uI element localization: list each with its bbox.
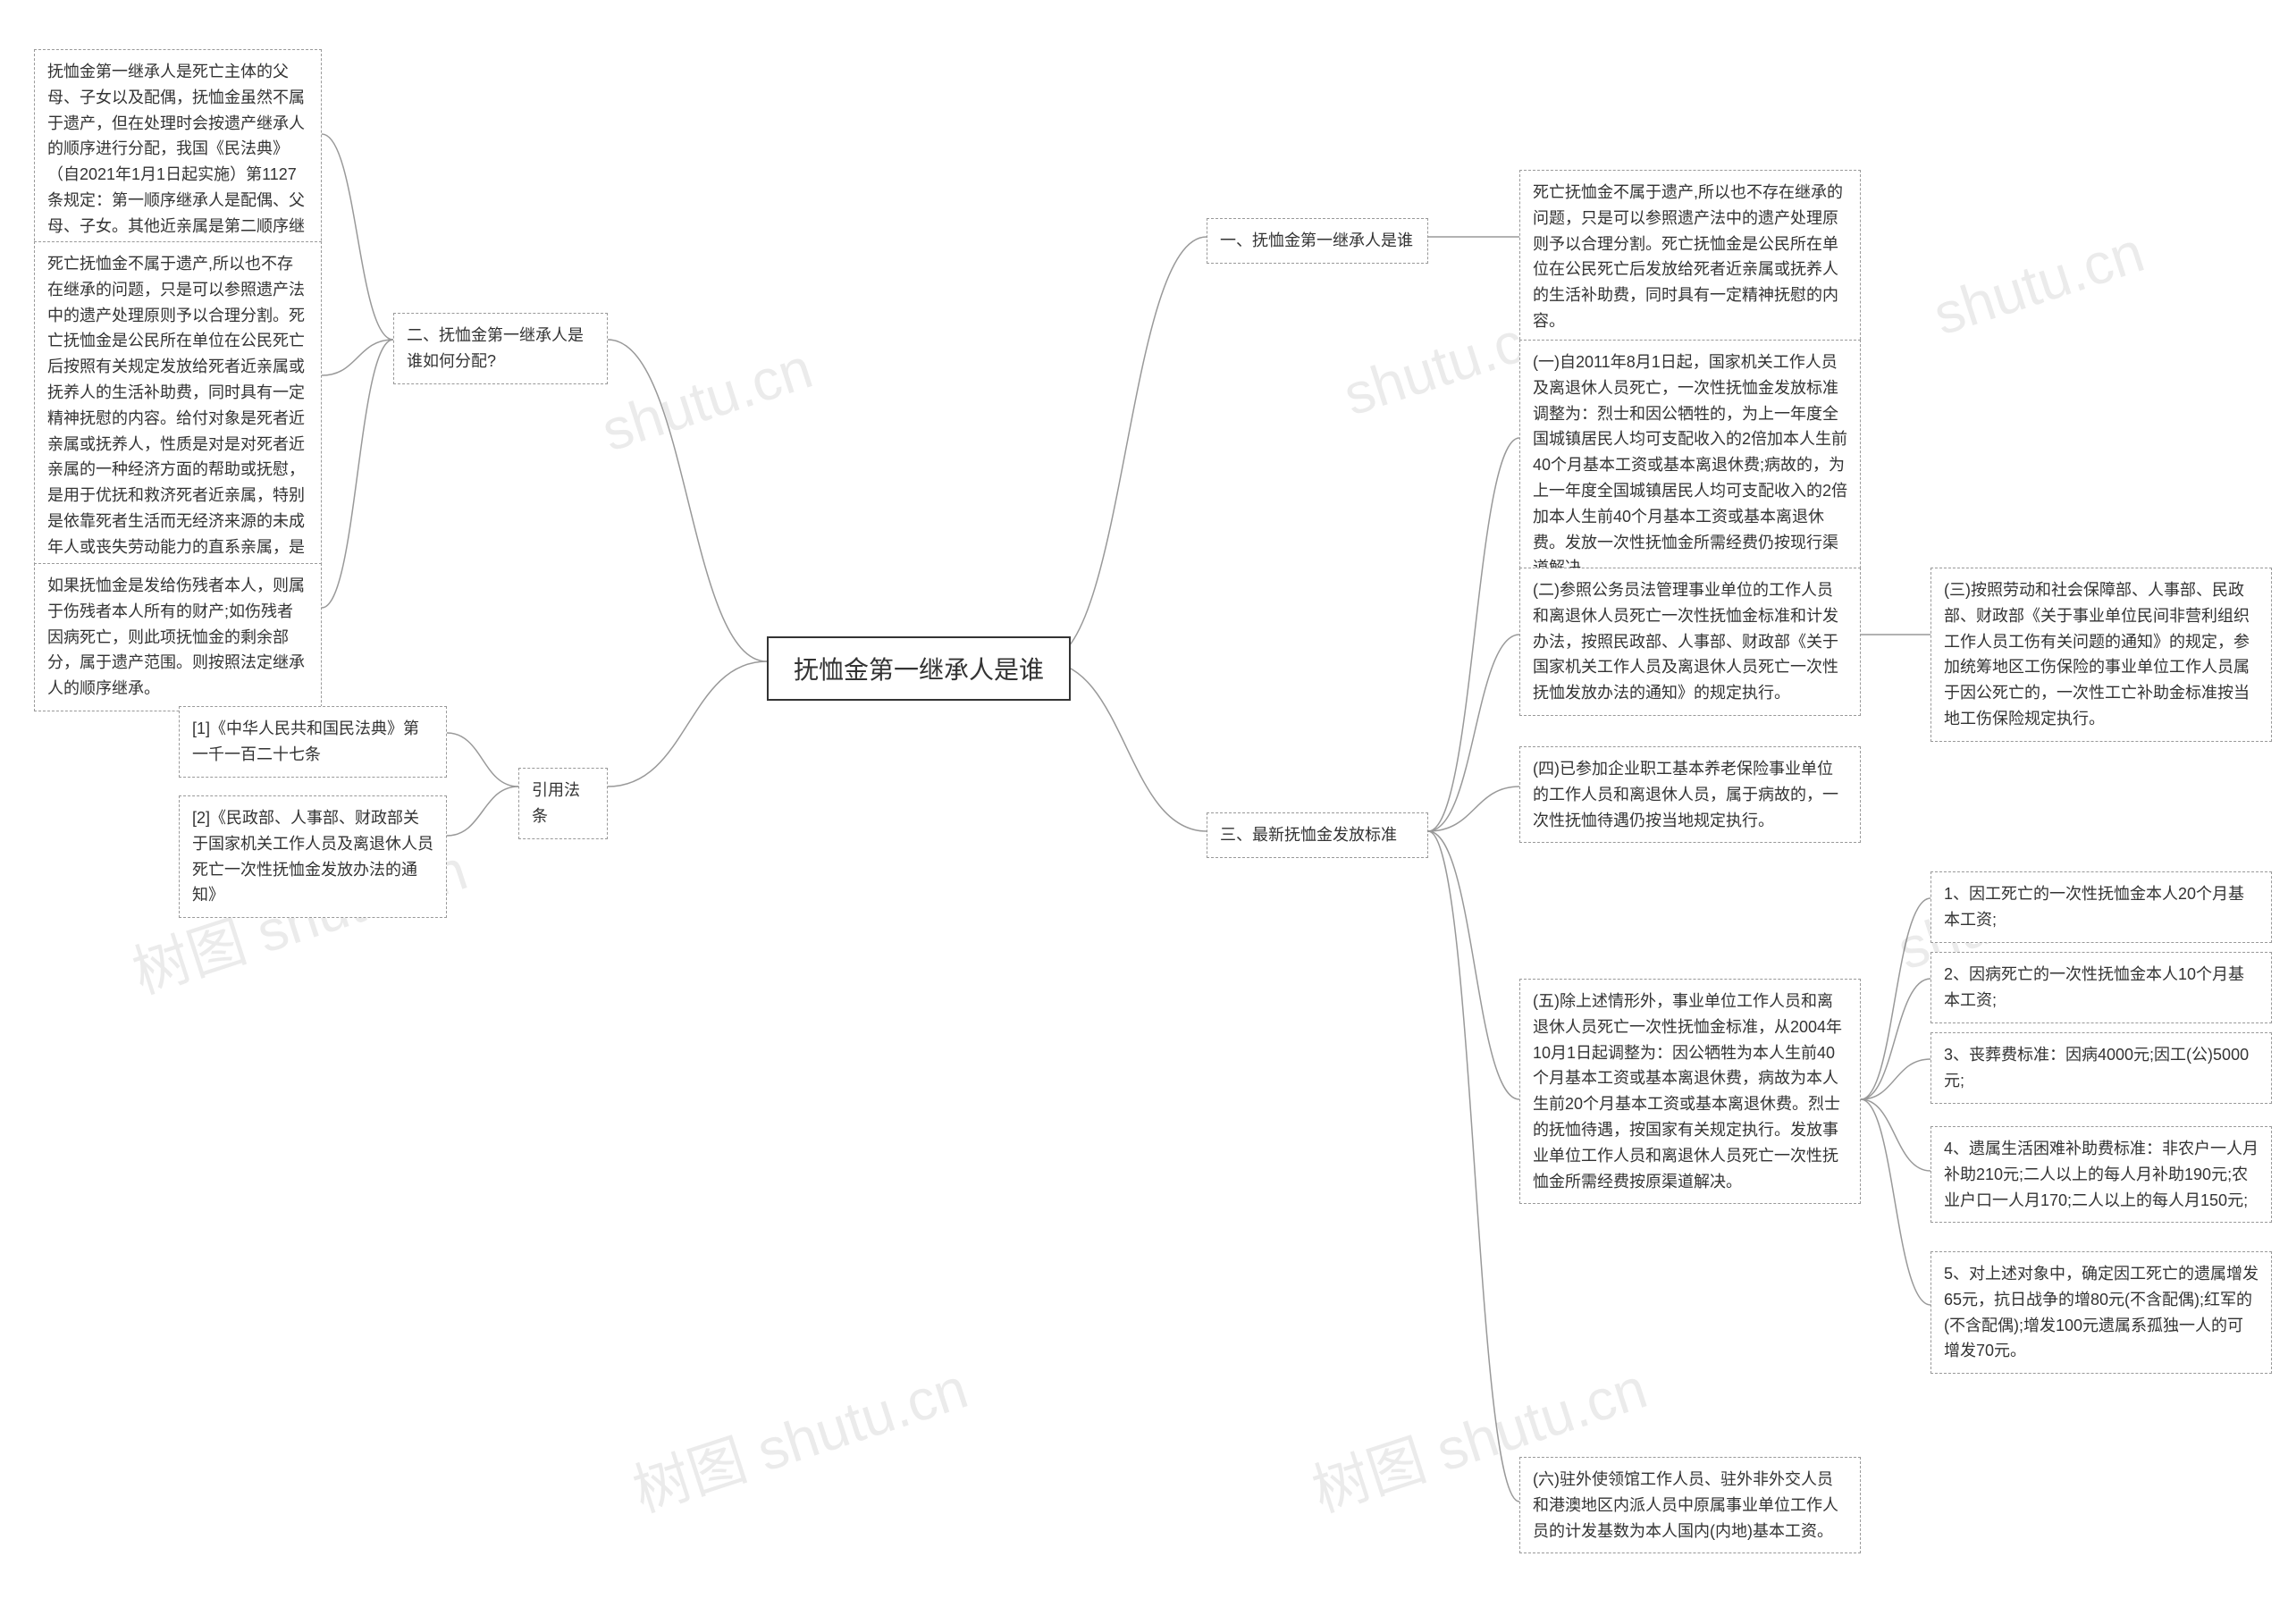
- branch-3-item-5-sub-4: 4、遗属生活困难补助费标准：非农户一人月补助210元;二人以上的每人月补助190…: [1930, 1126, 2272, 1223]
- branch-3-item-5-sub-1: 1、因工死亡的一次性抚恤金本人20个月基本工资;: [1930, 871, 2272, 943]
- branch-3-label[interactable]: 三、最新抚恤金发放标准: [1207, 812, 1428, 858]
- watermark: shutu.cn: [1925, 218, 2151, 348]
- branch-3-item-5-sub-3: 3、丧葬费标准：因病4000元;因工(公)5000元;: [1930, 1032, 2272, 1104]
- watermark: 树图 shutu.cn: [621, 1342, 976, 1527]
- branch-3-item-1: (一)自2011年8月1日起，国家机关工作人员及离退休人员死亡，一次性抚恤金发放…: [1519, 340, 1861, 591]
- watermark: shutu.cn: [593, 334, 820, 464]
- branch-3-item-2: (二)参照公务员法管理事业单位的工作人员和离退休人员死亡一次性抚恤金标准和计发办…: [1519, 568, 1861, 716]
- branch-ref-item-2: [2]《民政部、人事部、财政部关于国家机关工作人员及离退休人员死亡一次性抚恤金发…: [179, 795, 447, 918]
- branch-3-item-5-sub-2: 2、因病死亡的一次性抚恤金本人10个月基本工资;: [1930, 952, 2272, 1023]
- root-node[interactable]: 抚恤金第一继承人是谁: [767, 636, 1071, 701]
- branch-ref-label[interactable]: 引用法条: [518, 768, 608, 839]
- branch-ref-item-1: [1]《中华人民共和国民法典》第一千一百二十七条: [179, 706, 447, 778]
- branch-2-label[interactable]: 二、抚恤金第一继承人是谁如何分配?: [393, 313, 608, 384]
- branch-3-item-3: (三)按照劳动和社会保障部、人事部、民政部、财政部《关于事业单位民间非营利组织工…: [1930, 568, 2272, 742]
- branch-1-label[interactable]: 一、抚恤金第一继承人是谁: [1207, 218, 1428, 264]
- branch-3-item-6: (六)驻外使领馆工作人员、驻外非外交人员和港澳地区内派人员中原属事业单位工作人员…: [1519, 1457, 1861, 1553]
- branch-2-leaf-3: 如果抚恤金是发给伤残者本人，则属于伤残者本人所有的财产;如伤残者因病死亡，则此项…: [34, 563, 322, 711]
- branch-3-item-4: (四)已参加企业职工基本养老保险事业单位的工作人员和离退休人员，属于病故的，一次…: [1519, 746, 1861, 843]
- branch-3-item-5-sub-5: 5、对上述对象中，确定因工死亡的遗属增发65元，抗日战争的增80元(不含配偶);…: [1930, 1251, 2272, 1374]
- branch-3-item-5: (五)除上述情形外，事业单位工作人员和离退休人员死亡一次性抚恤金标准，从2004…: [1519, 979, 1861, 1204]
- branch-1-leaf: 死亡抚恤金不属于遗产,所以也不存在继承的问题，只是可以参照遗产法中的遗产处理原则…: [1519, 170, 1861, 344]
